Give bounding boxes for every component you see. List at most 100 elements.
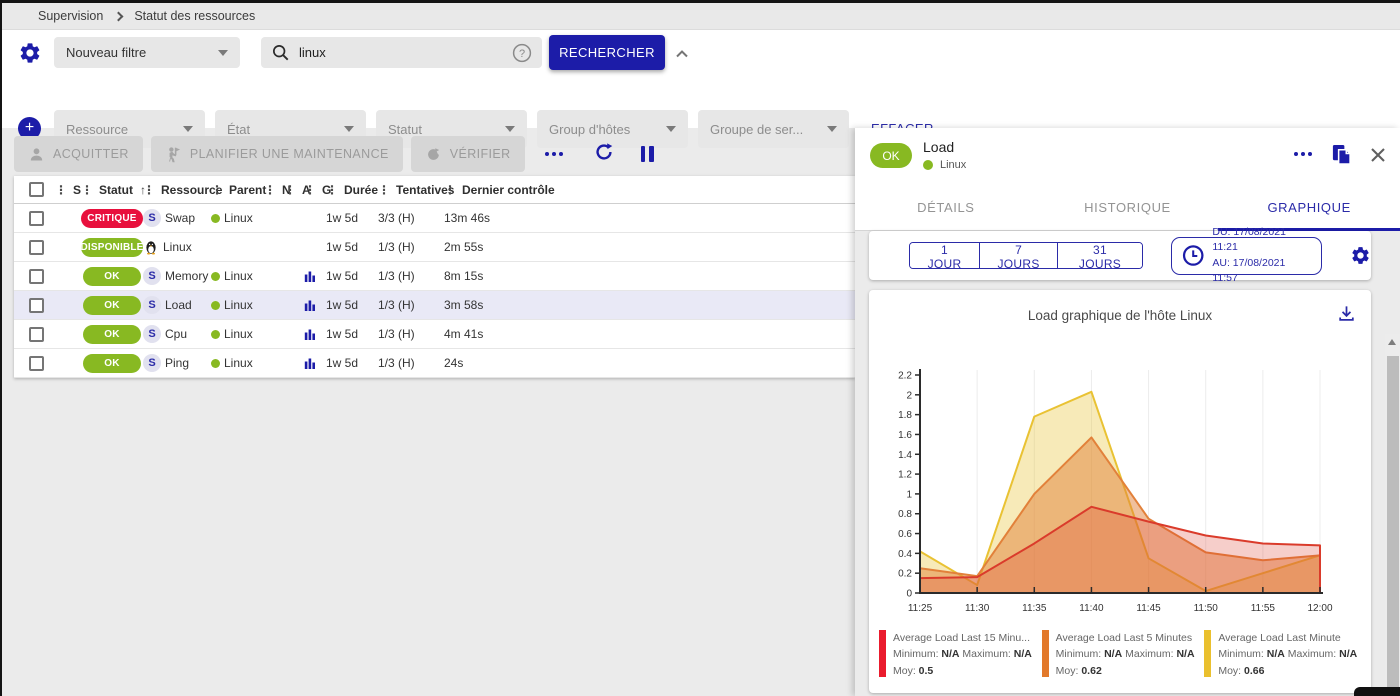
table-row[interactable]: OK S Cpu Linux 1w 5d 1/3 (H) 4m 41s [14,320,855,349]
add-criteria-button[interactable]: + [18,117,41,140]
breadcrumb-item[interactable]: Supervision [38,9,104,23]
criteria-dropdown[interactable]: Groupe de ser... [698,110,849,148]
set-downtime-button[interactable]: PLANIFIER UNE MAINTENANCE [150,136,403,172]
row-checkbox-cell [14,297,55,313]
pause-icon[interactable] [640,146,654,162]
resource-name: Ping [165,356,190,370]
panel-scrollbar[interactable] [1385,334,1400,696]
tab-graphique[interactable]: GRAPHIQUE [1218,185,1400,231]
more-actions-icon[interactable] [544,152,563,156]
collapse-filters-chevron-icon[interactable] [670,42,694,66]
row-checkbox[interactable] [29,268,44,284]
row-checkbox-cell [14,355,55,371]
graph-icon[interactable] [304,357,316,369]
select-all-checkbox[interactable] [29,182,44,197]
column-header[interactable]: ⋮ S [55,183,81,197]
svg-text:11:40: 11:40 [1079,603,1104,614]
tab-détails[interactable]: DÉTAILS [917,200,975,215]
search-input[interactable] [299,45,503,60]
svg-text:11:50: 11:50 [1194,603,1219,614]
column-header[interactable]: ⋮ Tentatives [378,183,454,197]
panel-header: OK Load Linux [855,128,1400,185]
acknowledge-button[interactable]: ACQUITTER [14,136,143,172]
panel-more-actions-icon[interactable] [1294,152,1312,156]
column-label: Statut [99,182,133,197]
time-range-button[interactable]: 7 JOURS [979,243,1058,268]
column-header[interactable]: ⋮ G [304,183,331,197]
refresh-icon[interactable] [593,141,615,168]
time-range-group: 1 JOUR 7 JOURS 31 JOURS [909,242,1143,269]
time-range-button[interactable]: 1 JOUR [910,243,980,268]
resource-cell: Linux [143,239,211,255]
column-header[interactable]: ⋮ Ressource [143,183,222,197]
time-range-card: 1 JOUR 7 JOURS 31 JOURS DU: 17/08/2021 11:… [869,226,1371,284]
legend-item[interactable]: Average Load Last 15 Minu... Minimum: N/A… [879,630,1042,679]
row-checkbox[interactable] [29,355,44,371]
table-row[interactable]: OK S Load Linux 1w 5d 1/3 (H) 3m 58s [14,291,855,320]
column-header[interactable]: ⋮ N [264,183,291,197]
row-checkbox[interactable] [29,326,44,342]
resource-cell: S Load [143,296,211,314]
graph-settings-gear-icon[interactable] [1350,245,1371,266]
resource-name: Load [165,298,192,312]
column-header[interactable]: ⋮ A [284,183,311,197]
legend-color-swatch [1041,630,1049,677]
search-button[interactable]: RECHERCHER [549,35,665,70]
legend-average: Moy: 0.66 [1218,664,1265,677]
duration-cell: 1w 5d [326,298,359,312]
maintenance-icon [169,146,180,162]
breadcrumb: Supervision Statut des ressources [2,3,1400,30]
legend-color-swatch [879,630,886,677]
tab-historique[interactable]: HISTORIQUE [1084,200,1171,215]
tries-cell: 1/3 (H) [378,269,415,283]
filter-section: Nouveau filtre ? RECHERCHER + Ressource É… [2,30,1400,148]
row-checkbox[interactable] [29,239,44,255]
parent-cell: Linux [211,211,264,225]
scrollbar-thumb[interactable] [1386,356,1399,696]
resources-table: ⋮ S ⋮ Statut ↑ ⋮ Ressource ⋮ Parent ⋮ N ⋮ A ⋮ G ⋮ Durée ⋮… [14,176,855,378]
export-graph-icon[interactable] [1337,304,1356,328]
scroll-up-arrow-icon[interactable] [1388,339,1396,345]
graph-icon[interactable] [304,328,316,340]
breadcrumb-item[interactable]: Statut des ressources [134,9,256,23]
table-row[interactable]: DISPONIBLE Linux 1w 5d 1/3 (H) 2m 55s [14,233,855,262]
svg-text:?: ? [519,48,525,60]
copy-link-icon[interactable] [1331,143,1352,171]
criteria-dropdown[interactable]: Group d'hôtes [537,110,688,148]
search-box[interactable]: ? [261,37,542,68]
legend-entry-text: Average Load Last Minute Minimum: N/A Max… [1218,630,1357,679]
close-panel-icon[interactable] [1368,145,1388,170]
legend-item[interactable]: Average Load Last Minute Minimum: N/A Max… [1204,630,1367,679]
column-header[interactable]: ⋮ Parent [211,183,266,197]
column-header[interactable]: ⋮ Statut ↑ [81,182,146,197]
legend-item[interactable]: Average Load Last 5 Minutes Minimum: N/A … [1041,630,1205,679]
custom-period-chip[interactable]: DU: 17/08/2021 11:21 AU: 17/08/2021 11:5… [1170,226,1322,284]
graph-icon[interactable] [304,270,316,282]
graph-icon[interactable] [304,299,316,311]
time-range-button[interactable]: 31 JOURS [1057,243,1142,268]
table-row[interactable]: OK S Memory Linux 1w 5d 1/3 (H) 8m 15s [14,262,855,291]
load-graph[interactable]: 0 0.2 0.4 0.6 0.8 1 1.2 1.4 1.6 1.8 2 2.2 11:25 11:30… [877,364,1363,616]
svg-text:11:55: 11:55 [1251,603,1276,614]
last-check-cell: 3m 58s [444,298,484,312]
column-header[interactable]: ⋮ Dernier contrôle [444,183,855,197]
table-row[interactable]: CRITIQUE S Swap Linux 1w 5d 3/3 (H) 13m 46s [14,204,855,233]
chevron-down-icon [505,126,515,132]
legend-average: Moy: 0.5 [893,664,934,677]
row-checkbox-cell [14,326,55,342]
parent-status-dot [211,358,220,368]
row-checkbox[interactable] [29,297,44,313]
check-button[interactable]: VÉRIFIER [410,136,525,172]
chevron-down-icon [344,126,354,132]
column-header[interactable]: ⋮ Durée [326,183,378,197]
table-row[interactable]: OK S Ping Linux 1w 5d 1/3 (H) 24s [14,349,855,378]
parent-name: Linux [224,356,253,370]
resource-cell: S Ping [143,354,211,372]
saved-filter-select[interactable]: Nouveau filtre [54,37,240,68]
row-checkbox[interactable] [29,210,44,226]
bottom-right-black-bar [1354,687,1400,696]
filter-settings-gear-icon[interactable] [17,40,43,66]
help-icon[interactable]: ? [512,43,532,63]
parent-cell: Linux [211,298,264,312]
tries-cell: 1/3 (H) [378,240,415,254]
